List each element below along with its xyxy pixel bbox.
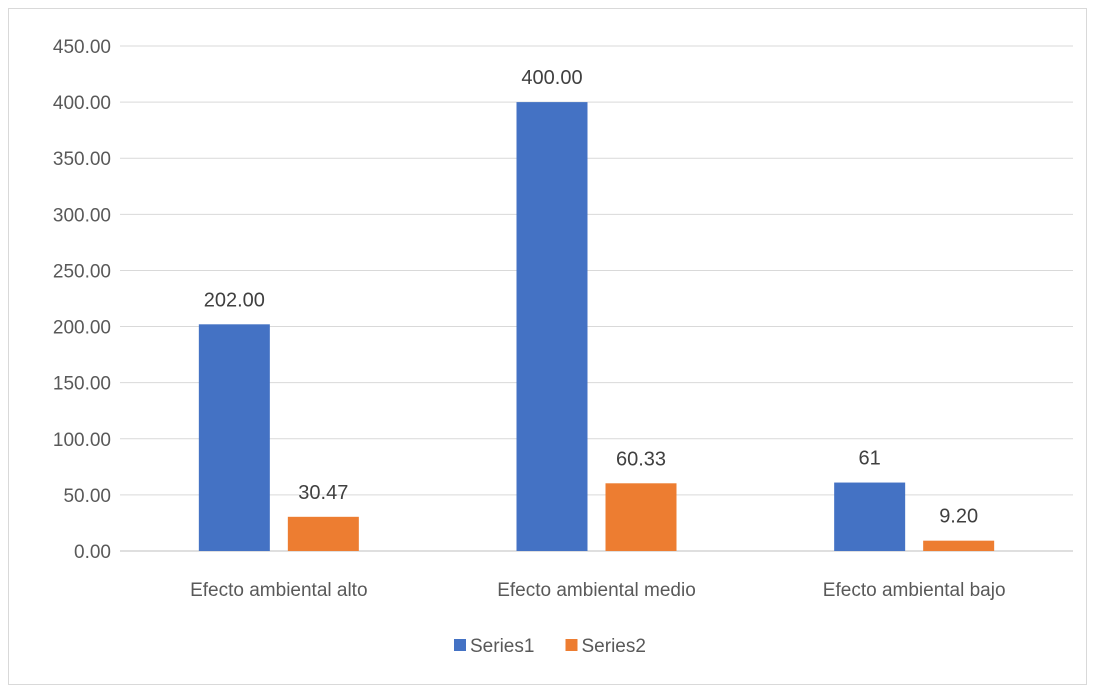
bar	[516, 102, 588, 551]
data-label: 400.00	[521, 67, 582, 89]
y-tick-label: 200.00	[53, 318, 111, 339]
x-category-label: Efecto ambiental alto	[190, 580, 367, 601]
y-tick-label: 150.00	[53, 374, 111, 395]
x-category-label: Efecto ambiental medio	[497, 580, 696, 601]
y-tick-label: 100.00	[53, 430, 111, 451]
x-category-label: Efecto ambiental bajo	[823, 580, 1006, 601]
legend-swatch	[565, 639, 578, 651]
bar	[287, 516, 359, 551]
legend-swatch	[454, 639, 466, 651]
y-tick-label: 50.00	[63, 486, 111, 507]
bar	[834, 482, 906, 551]
y-tick-label: 250.00	[53, 261, 111, 282]
data-label: 202.00	[204, 289, 265, 311]
bar	[923, 540, 995, 551]
y-tick-label: 400.00	[53, 93, 111, 114]
data-label: 30.47	[298, 482, 348, 504]
y-tick-label: 450.00	[53, 37, 111, 58]
y-tick-label: 350.00	[53, 149, 111, 170]
legend-label: Series1	[470, 636, 534, 657]
data-label: 9.20	[939, 506, 978, 528]
bar	[198, 324, 270, 551]
bar	[605, 483, 677, 551]
y-tick-label: 0.00	[74, 542, 111, 563]
legend-label: Series2	[582, 636, 646, 657]
data-label: 61	[859, 448, 881, 470]
data-label: 60.33	[616, 448, 666, 470]
y-tick-label: 300.00	[53, 205, 111, 226]
